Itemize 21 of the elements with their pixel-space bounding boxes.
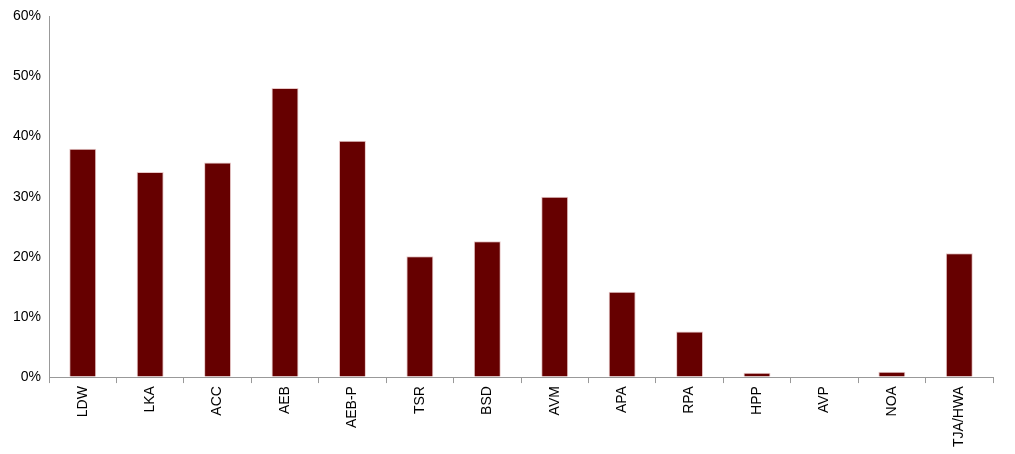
x-tick-label: AEB-P: [343, 386, 360, 429]
y-tick-label: 60%: [12, 7, 42, 24]
x-tick-label: TSR: [410, 386, 427, 415]
x-tick-label: AVM: [545, 386, 562, 416]
y-tick-label: 20%: [12, 247, 42, 264]
x-tick-label: AEB: [275, 386, 292, 415]
y-tick-label: 10%: [12, 307, 42, 324]
x-tick-label: TJA/HWA: [950, 385, 967, 447]
y-tick-label: 50%: [12, 67, 42, 84]
y-tick-label: 0%: [20, 367, 42, 384]
y-tick-label: 30%: [12, 187, 42, 204]
y-tick-label: 40%: [12, 127, 42, 144]
x-tick-label: RPA: [680, 385, 697, 414]
x-tick-label: APA: [613, 385, 630, 414]
x-tick-label: AVP: [815, 386, 832, 414]
x-tick-label: LDW: [73, 385, 90, 418]
x-tick-label: BSD: [478, 386, 495, 415]
x-tick-label: ACC: [208, 386, 225, 416]
x-tick-label: LKA: [141, 385, 158, 413]
x-tick-label: NOA: [882, 385, 899, 417]
x-tick-label: HPP: [747, 386, 764, 415]
